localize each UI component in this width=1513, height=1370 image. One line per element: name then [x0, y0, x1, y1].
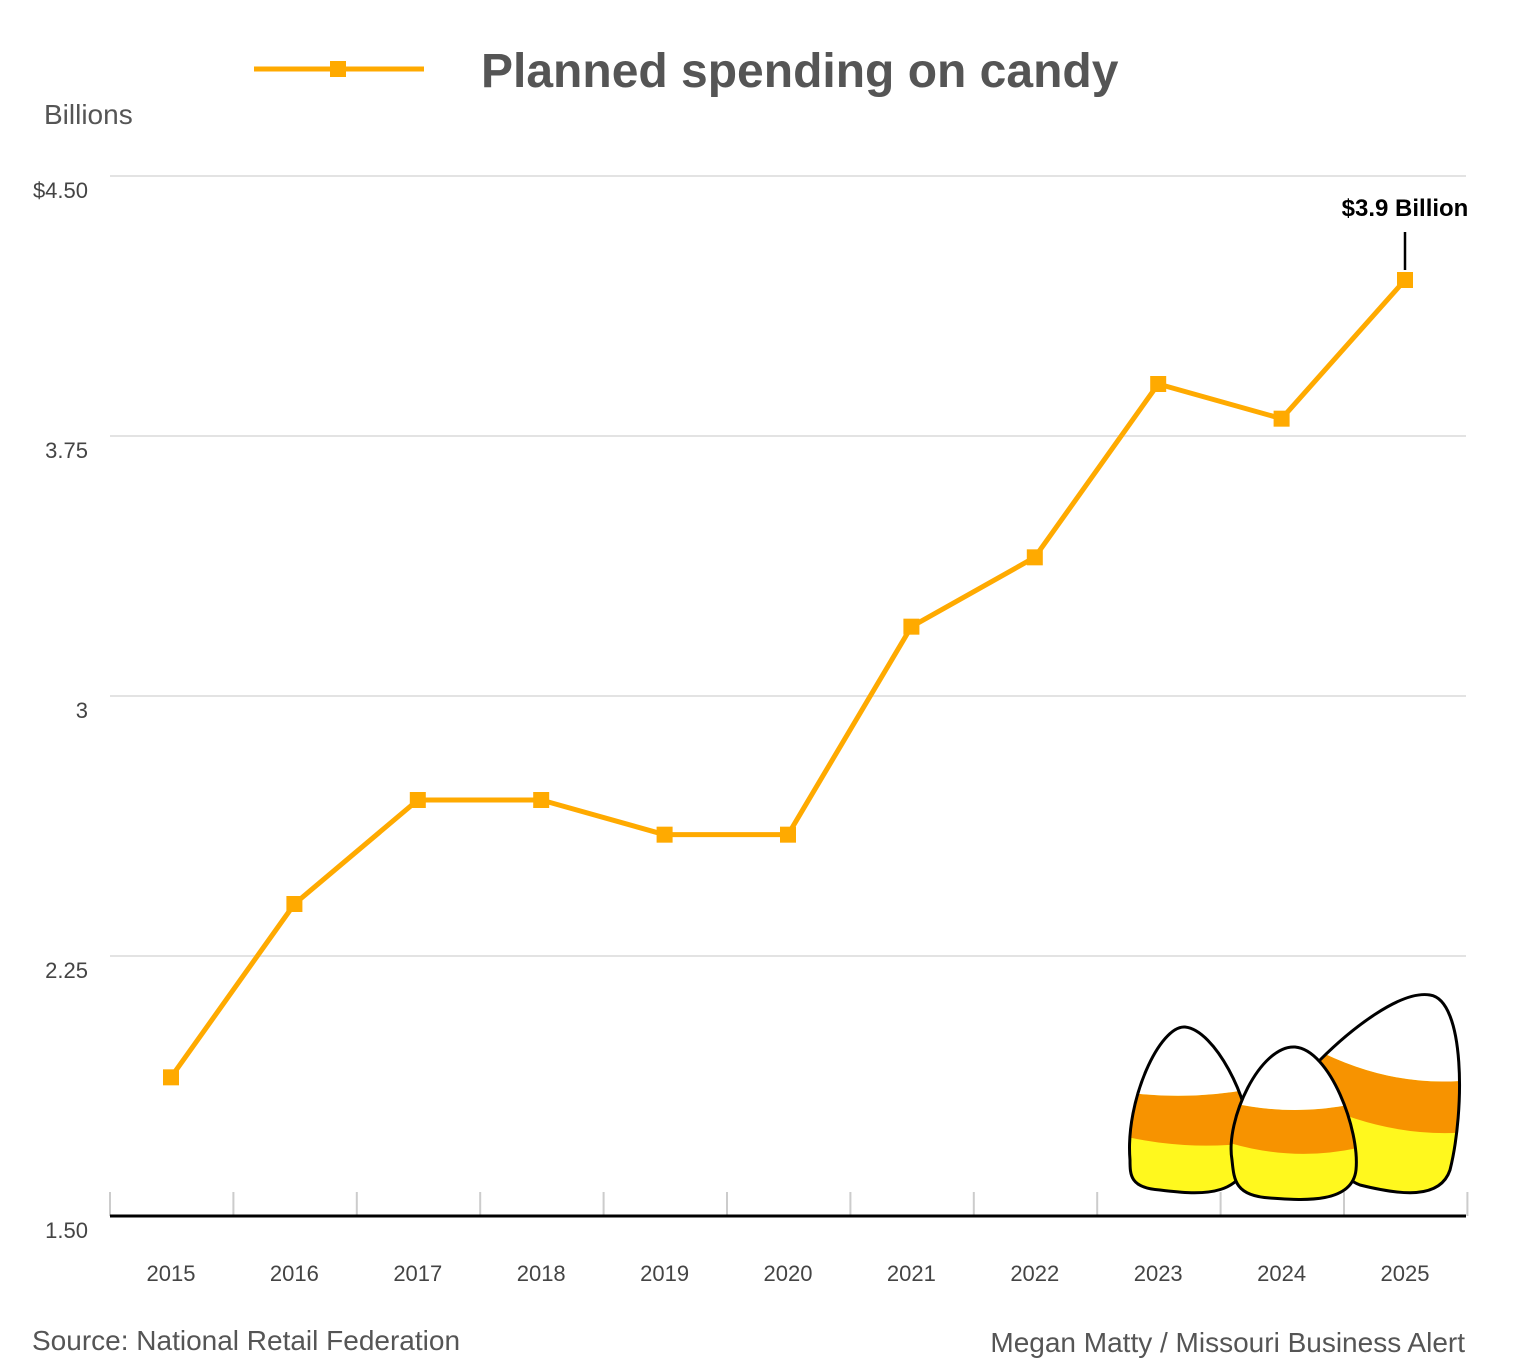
x-tick-label: 2020: [764, 1261, 813, 1286]
data-point-2022[interactable]: [1026, 549, 1043, 566]
annotation: $3.9 Billion: [1342, 195, 1469, 270]
credit-note: Megan Matty / Missouri Business Alert: [990, 1327, 1465, 1358]
x-tick-label: 2017: [393, 1261, 442, 1286]
series-line: [168, 278, 1407, 1079]
legend-marker: [330, 61, 346, 77]
y-axis-label: Billions: [44, 99, 133, 130]
x-tick-label: 2019: [640, 1261, 689, 1286]
y-tick-label: 3.75: [45, 438, 88, 463]
data-point-2025[interactable]: [1397, 272, 1413, 288]
chart-title: Planned spending on candy: [481, 45, 1119, 98]
y-tick-label: 3: [76, 698, 88, 723]
x-tick-label: 2018: [517, 1261, 566, 1286]
data-point-2015[interactable]: [163, 1069, 179, 1086]
x-tick-label: 2025: [1381, 1261, 1430, 1286]
data-point-2023[interactable]: [1150, 376, 1167, 392]
data-point-2020[interactable]: [780, 826, 796, 843]
data-point-2024[interactable]: [1273, 410, 1290, 427]
x-tick-label: 2023: [1134, 1261, 1183, 1286]
data-point-2016[interactable]: [286, 896, 303, 912]
x-tick-label: 2016: [270, 1261, 319, 1286]
annotation-label: $3.9 Billion: [1342, 195, 1469, 222]
y-tick-label: 1.50: [45, 1218, 88, 1243]
x-tick-label: 2024: [1257, 1261, 1306, 1286]
legend: Planned spending on candy: [254, 45, 1119, 98]
x-tick-label: 2021: [887, 1261, 936, 1286]
data-point-2019[interactable]: [656, 826, 673, 843]
x-tick-label: 2015: [147, 1261, 196, 1286]
source-note: Source: National Retail Federation: [32, 1325, 460, 1356]
y-tick-label: 2.25: [45, 958, 88, 983]
data-point-2018[interactable]: [533, 792, 550, 808]
data-point-2021[interactable]: [903, 618, 920, 635]
x-tick-label: 2022: [1010, 1261, 1059, 1286]
y-tick-label: $4.50: [33, 178, 88, 203]
candy-corn-icon: [1128, 993, 1462, 1201]
data-point-2017[interactable]: [409, 792, 426, 808]
